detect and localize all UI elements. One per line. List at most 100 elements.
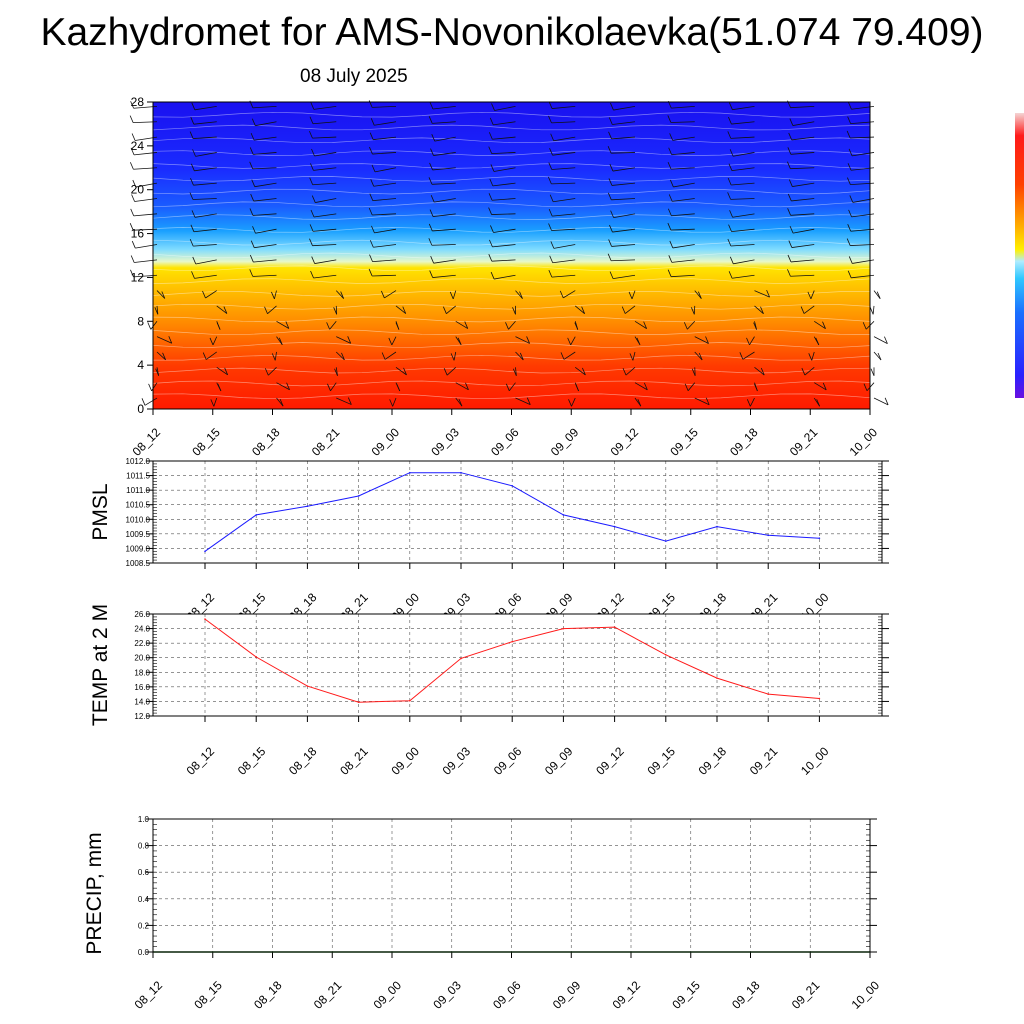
wind-barb	[455, 397, 463, 407]
wind-barb-flag	[443, 306, 447, 314]
x-tick-label: 09_00	[371, 978, 405, 1012]
y-tick-label: 16.0	[134, 683, 150, 692]
wind-barb-flag	[863, 383, 868, 391]
wind-barb	[253, 152, 277, 155]
wind-barb-flag	[310, 270, 314, 279]
wind-barb-flag	[848, 148, 853, 157]
wind-barb-flag	[490, 271, 495, 280]
wind-barb-flag	[310, 209, 315, 218]
wind-barb-flag	[271, 291, 275, 300]
wind-barb-flag	[787, 254, 792, 263]
wind-barb	[392, 397, 397, 407]
wind-barb-flag	[129, 223, 134, 231]
wind-barb	[313, 167, 337, 171]
data-point	[767, 534, 769, 537]
wind-barb-flag	[581, 306, 585, 314]
contour-line	[152, 291, 870, 297]
wind-barb-flag	[869, 307, 874, 315]
wind-barb	[193, 244, 217, 247]
wind-barb	[374, 167, 397, 173]
wind-barb	[515, 336, 530, 344]
wind-barb	[733, 259, 755, 265]
wind-barb-flag	[449, 291, 454, 300]
x-tick-label: 09_12	[593, 744, 627, 778]
x-tick-label: 08_18	[249, 425, 283, 459]
wind-barb-flag	[610, 210, 614, 218]
wind-barb-flag	[458, 398, 463, 407]
wind-barb	[395, 367, 407, 376]
wind-barb	[335, 290, 344, 299]
wind-barb	[792, 121, 815, 126]
wind-barb	[873, 397, 889, 406]
wind-barb	[491, 213, 516, 215]
wind-barb-flag	[548, 223, 552, 231]
wind-barb	[156, 351, 166, 361]
wind-barb-flag	[279, 398, 284, 407]
wind-barb-flag	[285, 321, 290, 329]
wind-barb	[671, 213, 695, 217]
wind-barb-flag	[371, 225, 375, 234]
x-tick-label: 09_03	[440, 744, 474, 778]
wind-barb-flag	[369, 254, 373, 262]
wind-barb	[694, 290, 702, 299]
wind-barb	[336, 397, 352, 405]
wind-barb	[329, 321, 337, 330]
x-tick-label: 09_21	[747, 744, 781, 778]
wind-barb	[551, 228, 576, 231]
wind-barb	[575, 367, 586, 376]
wind-barb-flag	[130, 269, 134, 277]
wind-barb-flag	[249, 161, 254, 169]
contour-line	[152, 124, 871, 131]
wind-barb	[330, 382, 337, 392]
wind-barb	[632, 351, 636, 361]
wind-barb-flag	[311, 148, 315, 157]
wind-barb	[611, 244, 636, 247]
wind-barb	[492, 182, 516, 187]
wind-barb	[253, 198, 277, 202]
x-tick-label: 09_00	[388, 744, 422, 778]
wind-barb-flag	[429, 209, 434, 217]
y-tick-label: 1.0	[138, 815, 150, 824]
wind-barb-flag	[191, 271, 195, 279]
wind-barb	[552, 105, 576, 109]
x-tick-label: 10_00	[849, 978, 883, 1012]
wind-barb-flag	[728, 224, 732, 232]
wind-barb	[694, 397, 710, 406]
wind-barb-flag	[326, 322, 331, 330]
wind-barb	[216, 367, 228, 376]
wind-barb-flag	[550, 241, 555, 249]
wind-barb	[671, 152, 695, 156]
wind-barb	[563, 351, 576, 360]
x-tick-label: 09_12	[610, 978, 644, 1012]
wind-barb-flag	[567, 337, 572, 346]
x-tick-label: 08_21	[311, 978, 345, 1012]
wind-barb-flag	[629, 353, 634, 361]
wind-barb-flag	[491, 103, 495, 111]
wind-barb-flag	[464, 321, 469, 329]
wind-barb-flag	[667, 269, 672, 277]
y-tick-label: 1008.5	[126, 559, 151, 568]
wind-barb-flag	[249, 254, 254, 263]
wind-barb-flag	[870, 368, 875, 376]
data-point	[562, 514, 565, 516]
wind-barb-flag	[519, 291, 523, 299]
wind-barb	[754, 290, 770, 298]
wind-barb	[252, 213, 277, 216]
wind-barb-flag	[847, 270, 852, 278]
wind-barb	[150, 321, 158, 330]
contour-line	[152, 380, 871, 387]
data-point	[562, 627, 565, 630]
wind-barb-flag	[607, 253, 612, 261]
wind-barb-flag	[168, 336, 173, 344]
wind-barb-flag	[787, 161, 791, 169]
wind-barb	[790, 152, 815, 155]
wind-barb-flag	[430, 195, 435, 203]
wind-barb-flag	[369, 132, 374, 140]
x-tick-label: 08_21	[337, 744, 371, 778]
wind-barb	[432, 274, 456, 278]
wind-barb-flag	[575, 383, 579, 392]
wind-barb	[193, 182, 217, 186]
plot-area	[153, 614, 882, 716]
wind-barb	[508, 382, 516, 392]
wind-barb-flag	[728, 116, 732, 125]
